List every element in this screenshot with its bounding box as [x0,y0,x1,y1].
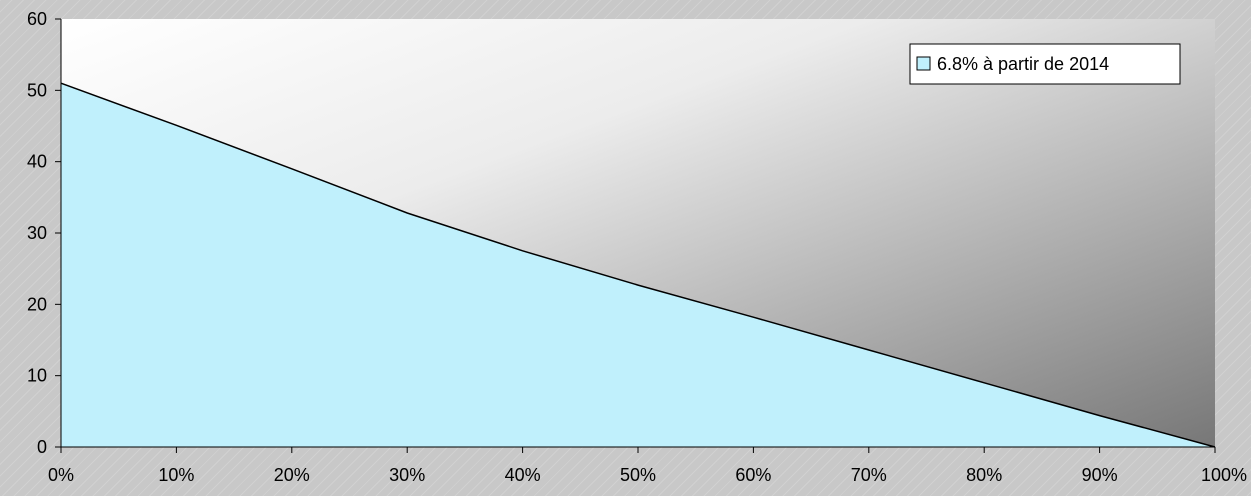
x-tick-label: 50% [620,465,656,485]
y-tick-label: 40 [27,152,47,172]
legend: 6.8% à partir de 2014 [909,43,1181,85]
y-tick-label: 20 [27,294,47,314]
legend-box [909,43,1181,85]
y-tick-label: 60 [27,9,47,29]
x-tick-label: 10% [158,465,194,485]
x-tick-label: 30% [389,465,425,485]
x-tick-label: 100% [1201,465,1247,485]
x-tick-label: 90% [1082,465,1118,485]
y-tick-label: 0 [37,437,47,457]
legend-swatch [916,56,931,71]
x-tick-label: 20% [274,465,310,485]
series-area [61,83,1215,447]
x-tick-label: 80% [966,465,1002,485]
x-tick-label: 70% [851,465,887,485]
y-tick-label: 50 [27,80,47,100]
x-tick-label: 0% [48,465,74,485]
x-tick-label: 40% [505,465,541,485]
x-tick-label: 60% [735,465,771,485]
series-line [60,82,1216,448]
legend-label: 6.8% à partir de 2014 [937,54,1109,74]
y-tick-label: 10 [27,366,47,386]
y-tick-label: 30 [27,223,47,243]
